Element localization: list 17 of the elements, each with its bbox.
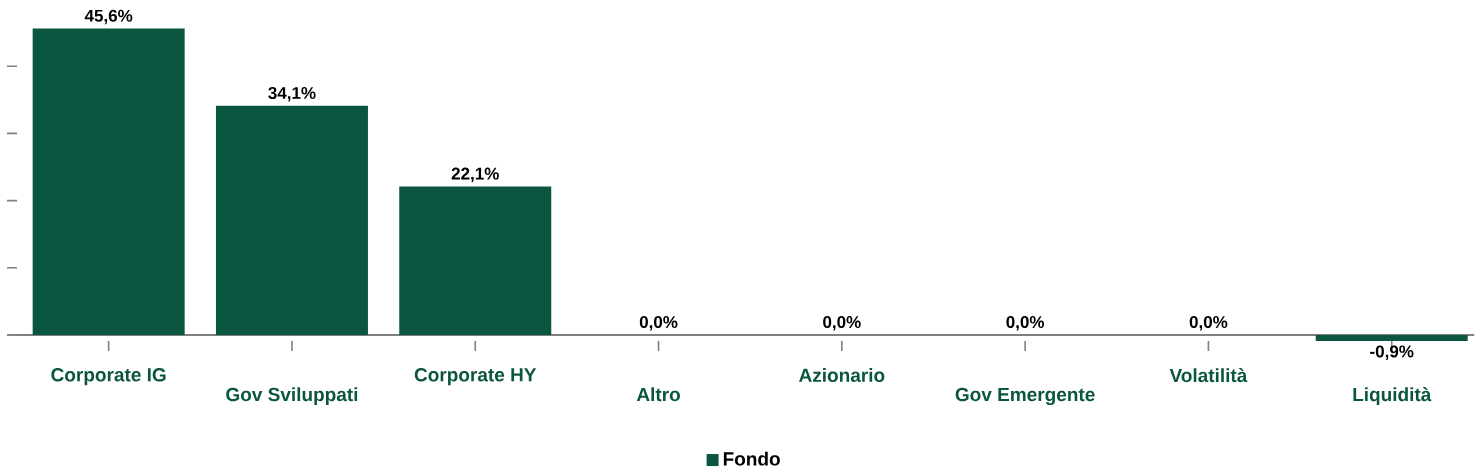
x-tick-label: Gov Emergente — [955, 387, 1095, 406]
data-label: 0,0% — [1006, 316, 1045, 331]
legend-label: Fondo — [723, 451, 780, 466]
x-tick-label: Corporate IG — [51, 368, 166, 386]
x-tick-label: Azionario — [799, 368, 885, 383]
data-label: 0,0% — [639, 316, 678, 331]
data-label: 0,0% — [1189, 316, 1228, 331]
x-tick-label: Volatilità — [1169, 368, 1248, 383]
data-label: 45,6% — [84, 9, 133, 25]
x-tick-label: Liquidità — [1353, 387, 1432, 405]
data-label: 34,1% — [268, 86, 316, 102]
data-label: -0,9% — [1370, 345, 1414, 360]
x-tick-label: Gov Sviluppati — [226, 387, 358, 405]
data-label: 0,0% — [823, 316, 861, 331]
x-tick-label: Altro — [636, 387, 680, 402]
data-label: 22,1% — [451, 167, 499, 183]
x-tick-label: Corporate HY — [414, 368, 537, 386]
